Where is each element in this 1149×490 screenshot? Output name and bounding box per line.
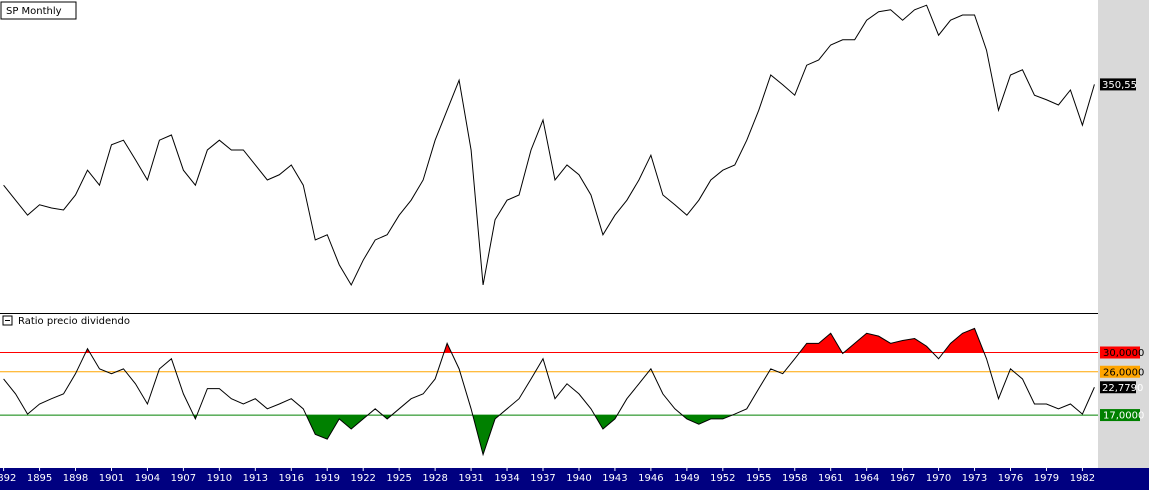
- x-tick-label: 1973: [962, 473, 987, 484]
- x-tick-label: 1919: [315, 473, 340, 484]
- price-line: [3, 327, 1095, 457]
- x-tick-label: 1928: [422, 473, 447, 484]
- x-tick-label: 1904: [135, 473, 160, 484]
- time-axis-bar: [0, 468, 1149, 490]
- last-value-box: [1100, 78, 1136, 91]
- x-tick-label: 1949: [674, 473, 699, 484]
- x-tick-label: 1910: [207, 473, 232, 484]
- x-tick-label: 1979: [1034, 473, 1059, 484]
- x-tick-label: 1967: [890, 473, 915, 484]
- x-tick-label: 1892: [0, 473, 16, 484]
- reference-label-box: [1100, 346, 1140, 359]
- reference-label: 26,0000: [1103, 367, 1144, 378]
- last-value-label: 350,55: [1102, 80, 1137, 91]
- panel-title: Ratio precio dividendo: [18, 316, 130, 327]
- threshold-area: [3, 328, 1095, 353]
- x-tick-label: 1940: [566, 473, 591, 484]
- x-tick-label: 1931: [458, 473, 483, 484]
- x-tick-label: 1913: [243, 473, 268, 484]
- reference-label: 30,0000: [1103, 348, 1144, 359]
- x-tick-label: 1961: [818, 473, 843, 484]
- reference-label-box: [1100, 365, 1140, 378]
- price-scale-strip: [1098, 0, 1149, 468]
- last-value-label: 22,7790: [1102, 383, 1143, 394]
- x-tick-label: 1943: [602, 473, 627, 484]
- x-tick-label: 1964: [854, 473, 879, 484]
- x-tick-label: 1925: [386, 473, 411, 484]
- last-value-box: [1100, 381, 1136, 394]
- x-tick-label: 1970: [926, 473, 951, 484]
- threshold-area: [3, 415, 1095, 455]
- reference-label: 17,0000: [1103, 411, 1144, 422]
- x-tick-label: 1937: [530, 473, 555, 484]
- x-tick-label: 1982: [1070, 473, 1095, 484]
- price-line: [3, 4, 1095, 287]
- x-tick-label: 1922: [350, 473, 375, 484]
- x-tick-label: 1934: [494, 473, 519, 484]
- chart-title: SP Monthly: [6, 6, 62, 17]
- x-tick-label: 1976: [998, 473, 1023, 484]
- x-tick-label: 1895: [27, 473, 52, 484]
- x-tick-label: 1946: [638, 473, 663, 484]
- x-tick-label: 1901: [99, 473, 124, 484]
- x-tick-label: 1898: [63, 473, 88, 484]
- reference-label-box: [1100, 409, 1140, 422]
- x-tick-label: 1916: [279, 473, 304, 484]
- x-tick-label: 1952: [710, 473, 735, 484]
- title-box: [0, 1, 77, 20]
- x-tick-label: 1955: [746, 473, 771, 484]
- x-tick-label: 1907: [171, 473, 196, 484]
- x-tick-label: 1958: [782, 473, 807, 484]
